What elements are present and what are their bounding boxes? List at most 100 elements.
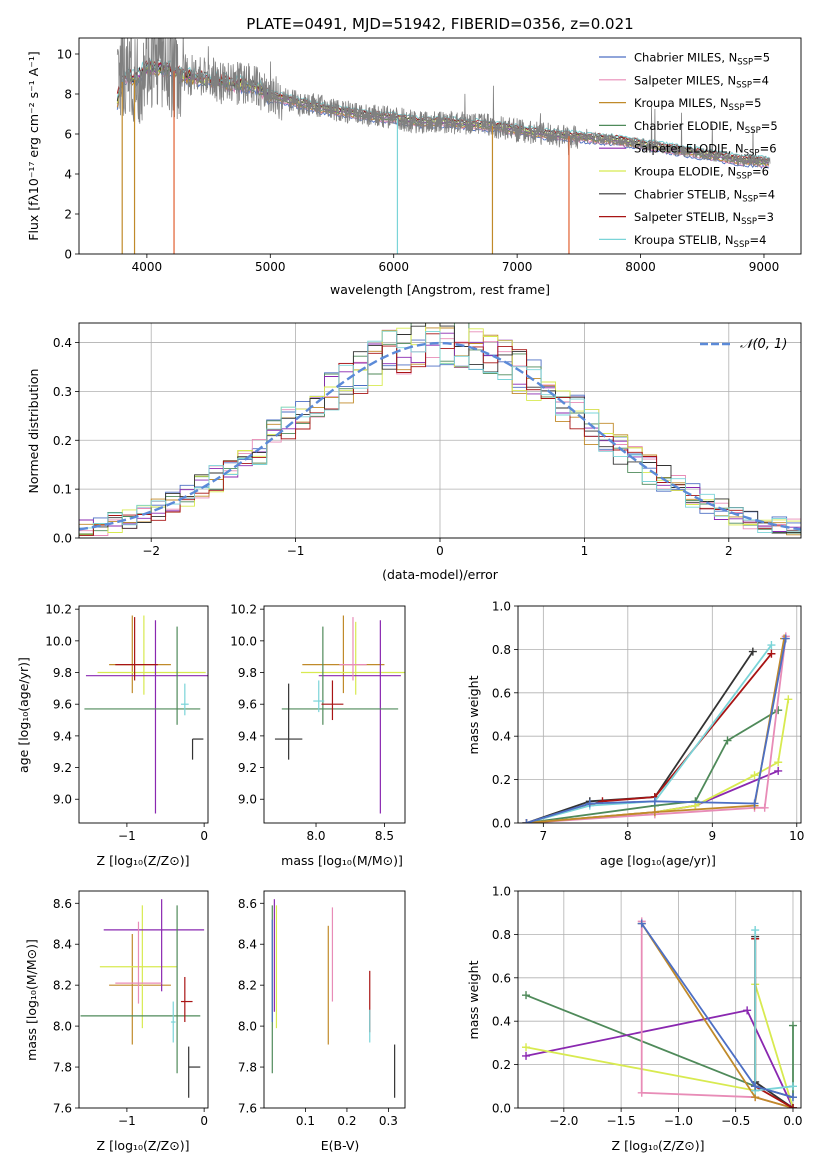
mass-weight-line	[754, 938, 794, 1108]
spectrum-ylabel: Flux [fλ10⁻¹⁷ erg cm⁻² s⁻¹ A⁻¹]	[26, 51, 41, 240]
mass-weight-marker	[723, 736, 732, 745]
mass-weight-marker	[750, 799, 759, 808]
spectrum-title: PLATE=0491, MJD=51942, FIBERID=0356, z=0…	[246, 15, 633, 33]
x-tick-label: −1	[118, 1114, 136, 1128]
mass-weight-marker	[637, 919, 646, 928]
x-tick-label: 8000	[625, 260, 656, 274]
y-tick-label: 8.6	[238, 897, 257, 911]
legend-suffix: =3	[757, 210, 774, 224]
mass_vs_EBV-plot-area	[271, 899, 396, 1098]
age-z-xlabel: Z [log₁₀(Z/Z⊙)]	[97, 853, 190, 868]
residuals-legend-label: 𝒩(0, 1)	[740, 337, 787, 352]
y-tick-label: 8.0	[238, 1020, 257, 1034]
mass_vs_EBV-frame	[263, 890, 406, 1109]
mass-weight-marker	[522, 1051, 531, 1060]
mass-weight-marker	[788, 1021, 797, 1030]
legend-entry: Chabrier STELIB, NSSP=4	[634, 187, 775, 204]
mw-age-ylabel: mass weight	[466, 675, 481, 754]
mass-weight-line	[526, 651, 754, 823]
age_vs_mass-frame	[263, 605, 406, 824]
legend-entry: Salpeter STELIB, NSSP=3	[634, 210, 774, 227]
legend-subscript: SSP	[737, 58, 753, 68]
legend-entry: Chabrier MILES, NSSP=5	[634, 51, 770, 68]
x-tick-label: 7000	[502, 260, 533, 274]
x-tick-label: 0.0	[783, 1114, 802, 1128]
legend-subscript: SSP	[745, 126, 761, 136]
y-tick-label: 8.4	[238, 938, 257, 952]
x-tick-label: 9000	[749, 260, 780, 274]
x-tick-label: 0.2	[337, 1114, 356, 1128]
x-tick-label: −2.0	[549, 1114, 578, 1128]
legend-subscript: SSP	[742, 194, 758, 204]
y-tick-label: 9.2	[53, 761, 72, 775]
mass-weight-marker	[784, 695, 793, 704]
y-tick-label: 9.4	[238, 729, 257, 743]
y-tick-label: 0.4	[53, 336, 72, 350]
x-tick-label: 9	[708, 829, 716, 843]
y-tick-label: 9.6	[53, 698, 72, 712]
legend-entry: Salpeter ELODIE, NSSP=6	[634, 142, 777, 159]
mass-weight-marker	[774, 766, 783, 775]
y-tick-label: 9.6	[238, 698, 257, 712]
legend-subscript: SSP	[741, 217, 757, 227]
y-tick-label: 8.4	[53, 938, 72, 952]
y-tick-label: 2	[64, 208, 72, 222]
massweight_vs_Z-plot-area	[522, 917, 797, 1108]
y-tick-label: 7.6	[53, 1102, 72, 1116]
mass-weight-marker	[774, 758, 783, 767]
y-tick-label: 0.0	[492, 1102, 511, 1116]
x-tick-label: −0.5	[721, 1114, 750, 1128]
y-tick-label: 10	[57, 48, 72, 62]
x-tick-label: 5000	[255, 260, 286, 274]
massweight_vs_age-frame	[517, 605, 802, 824]
x-tick-label: −1.0	[664, 1114, 693, 1128]
x-tick-label: 0.3	[379, 1114, 398, 1128]
x-tick-label: 0	[200, 1114, 208, 1128]
y-tick-label: 0.0	[492, 817, 511, 831]
mass-weight-line	[754, 936, 794, 1108]
mass_vs_Z-plot-area	[80, 899, 205, 1098]
x-tick-label: 0	[436, 544, 444, 558]
residuals-axes: −2 −1 0 1 2 0.0 0.1 0.2 0.3 0.4	[53, 322, 802, 558]
spectrum-xlabel: wavelength [Angstrom, rest frame]	[330, 282, 550, 297]
mass_vs_EBV-axes: 0.1 0.2 0.3 7.6 7.8 8.0 8.2 8.4 8.6	[238, 890, 406, 1128]
legend-suffix: =4	[752, 73, 769, 87]
mass-weight-marker	[767, 641, 776, 650]
mass-weight-marker	[743, 1006, 752, 1015]
legend-suffix: =6	[760, 142, 777, 156]
mass-weight-marker	[788, 1104, 797, 1108]
x-tick-label: 8.0	[306, 829, 325, 843]
x-tick-label: 8.5	[375, 829, 394, 843]
age_vs_Z-plot-area	[84, 615, 208, 814]
mass-weight-marker	[751, 926, 760, 935]
mass-weight-marker	[585, 799, 594, 808]
mass_vs_Z-axes: −1 0 7.6 7.8 8.0 8.2 8.4 8.6	[53, 890, 209, 1128]
y-tick-label: 10.0	[45, 634, 72, 648]
residuals-xlabel: (data-model)/error	[382, 567, 499, 582]
x-tick-label: 8	[624, 829, 632, 843]
age_vs_mass-plot-area	[274, 615, 405, 814]
mass-weight-marker	[750, 771, 759, 780]
legend-suffix: =5	[761, 119, 778, 133]
y-tick-label: 4	[64, 168, 72, 182]
mass-weight-marker	[767, 649, 776, 658]
y-tick-label: 9.4	[53, 729, 72, 743]
y-tick-label: 0.6	[492, 971, 511, 985]
y-tick-label: 9.0	[238, 793, 257, 807]
mass-weight-marker	[522, 991, 531, 1000]
y-tick-label: 9.8	[238, 666, 257, 680]
age-z-ylabel: age [log₁₀(age/yr)]	[16, 657, 31, 773]
age_vs_mass-axes: 8.0 8.5 9.0 9.2 9.4 9.6 9.8 10.0 10.2	[230, 603, 406, 843]
legend-subscript: SSP	[734, 240, 750, 250]
y-tick-label: 0.8	[492, 928, 511, 942]
x-tick-label: 0.1	[296, 1114, 315, 1128]
x-tick-label: 6000	[378, 260, 409, 274]
y-tick-label: 0.1	[53, 483, 72, 497]
x-tick-label: −1.5	[607, 1114, 636, 1128]
mass-weight-line	[525, 984, 794, 1108]
legend-entry: Kroupa MILES, NSSP=5	[634, 96, 761, 113]
y-tick-label: 0.3	[53, 385, 72, 399]
x-tick-label: 0	[200, 829, 208, 843]
mass-weight-marker	[522, 1043, 531, 1052]
y-tick-label: 7.6	[238, 1102, 257, 1116]
